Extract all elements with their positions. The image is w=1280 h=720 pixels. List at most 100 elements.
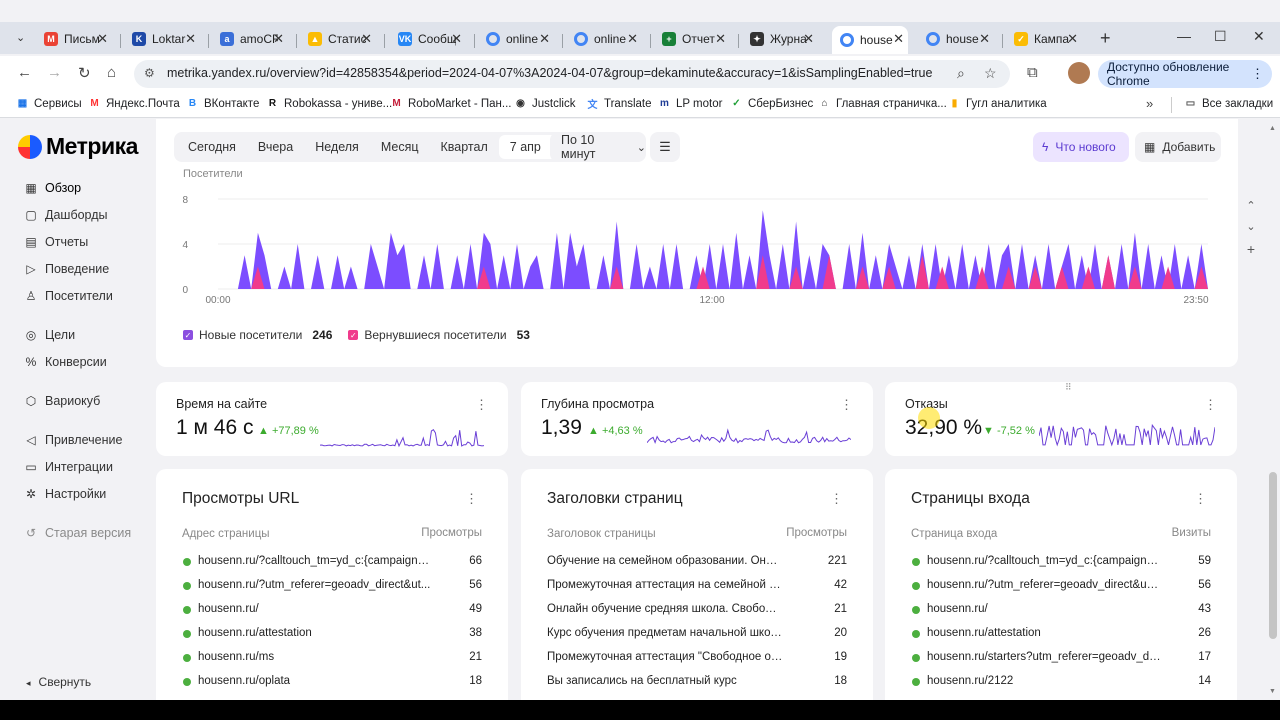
browser-tab[interactable]: VK Сообщ ✕ xyxy=(390,26,466,52)
table-row[interactable]: housenn.ru/?calltouch_tm=yd_c:{campaign_… xyxy=(911,553,1211,575)
more-options-icon[interactable]: ⋮ xyxy=(475,397,488,412)
more-options-icon[interactable]: ⋮ xyxy=(1194,491,1207,506)
browser-tab[interactable]: a amoCR ✕ xyxy=(212,26,288,52)
row-label[interactable]: housenn.ru/?utm_referer=geoadv_direct&ut… xyxy=(927,579,1161,591)
bookmark-item[interactable]: ▮ Гугл аналитика xyxy=(948,97,1047,110)
grouping-dropdown[interactable]: По 10 минут ⌄ xyxy=(550,132,646,162)
browser-tab[interactable]: ✓ Кампа ✕ xyxy=(1006,26,1082,52)
add-icon[interactable]: + xyxy=(1246,241,1256,257)
sidebar-item[interactable]: ✲ Настройки xyxy=(24,484,106,504)
browser-tab[interactable]: ✦ Журна ✕ xyxy=(742,26,818,52)
table-row[interactable]: housenn.ru/attestation 26 xyxy=(911,625,1211,647)
bookmark-item[interactable]: ▦ Сервисы xyxy=(16,97,82,110)
bookmark-item[interactable]: M Яндекс.Почта xyxy=(88,97,179,110)
bookmark-item[interactable]: R Robokassa - униве... xyxy=(266,97,392,110)
tab-close-icon[interactable]: ✕ xyxy=(803,31,814,46)
more-options-icon[interactable]: ⋮ xyxy=(1204,397,1217,412)
tab-close-icon[interactable]: ✕ xyxy=(97,31,108,46)
bookmark-item[interactable]: M RoboMarket - Пан... xyxy=(390,97,511,110)
more-options-icon[interactable]: ⋮ xyxy=(465,491,478,506)
sidebar-item[interactable]: ▢ Дашборды xyxy=(24,205,107,225)
period-button[interactable]: Вчера xyxy=(247,135,304,159)
bookmarks-overflow-icon[interactable]: » xyxy=(1146,96,1154,111)
tab-close-icon[interactable]: ✕ xyxy=(627,31,638,46)
metrika-logo[interactable]: Метрика xyxy=(18,133,138,160)
browser-tab[interactable]: house ✕ xyxy=(832,26,908,54)
page-scrollbar[interactable]: ▲ ▼ xyxy=(1266,119,1280,700)
more-options-icon[interactable]: ⋮ xyxy=(830,491,843,506)
collapse-sidebar-button[interactable]: ◂ Свернуть xyxy=(26,675,91,689)
address-bar[interactable]: ⚙ metrika.yandex.ru/overview?id=42858354… xyxy=(134,60,1010,88)
row-label[interactable]: housenn.ru/2122 xyxy=(927,675,1014,687)
sidebar-item[interactable]: ◎ Цели xyxy=(24,325,75,345)
table-row[interactable]: housenn.ru/starters?utm_referer=geoadv_d… xyxy=(911,649,1211,671)
whats-new-button[interactable]: ϟ Что нового xyxy=(1033,132,1129,162)
row-label[interactable]: Промежуточная аттестация "Свободное обра… xyxy=(547,651,783,663)
table-row[interactable]: Промежуточная аттестация "Свободное обра… xyxy=(547,649,847,671)
row-label[interactable]: housenn.ru/attestation xyxy=(198,627,312,639)
table-row[interactable]: housenn.ru/2122 14 xyxy=(911,673,1211,695)
sidebar-item[interactable]: ▭ Интеграции xyxy=(24,457,113,477)
tab-close-icon[interactable]: ✕ xyxy=(979,31,990,46)
sidebar-item[interactable]: % Конверсии xyxy=(24,352,107,372)
sidebar-item[interactable]: ▤ Отчеты xyxy=(24,232,88,252)
tab-close-icon[interactable]: ✕ xyxy=(361,31,372,46)
sidebar-item[interactable]: ◁ Привлечение xyxy=(24,430,122,450)
row-label[interactable]: Промежуточная аттестация на семейной фор… xyxy=(547,579,783,591)
tab-close-icon[interactable]: ✕ xyxy=(1067,31,1078,46)
url-text[interactable]: metrika.yandex.ru/overview?id=42858354&p… xyxy=(167,66,933,80)
profile-avatar[interactable] xyxy=(1068,62,1090,84)
bookmark-item[interactable]: B ВКонтакте xyxy=(186,97,259,110)
sidebar-item[interactable]: ↺ Старая версия xyxy=(24,523,131,543)
tab-close-icon[interactable]: ✕ xyxy=(451,31,462,46)
maximize-icon[interactable]: ☐ xyxy=(1214,28,1227,44)
scrollbar-down-arrow[interactable]: ▼ xyxy=(1269,688,1276,695)
period-button[interactable]: Квартал xyxy=(430,135,499,159)
period-button[interactable]: Сегодня xyxy=(177,135,247,159)
minimize-icon[interactable]: — xyxy=(1177,28,1191,44)
tab-close-icon[interactable]: ✕ xyxy=(185,31,196,46)
bookmark-item[interactable]: ◉ Justclick xyxy=(514,97,575,110)
close-window-icon[interactable]: ✕ xyxy=(1253,28,1265,44)
table-row[interactable]: Курс обучения предметам начальной школы:… xyxy=(547,625,847,647)
row-label[interactable]: Обучение на семейном образовании. Онлайн… xyxy=(547,555,783,567)
bookmark-item[interactable]: ✓ СберБизнес xyxy=(730,97,813,110)
sidebar-item[interactable]: ▦ Обзор xyxy=(24,178,81,198)
browser-tab[interactable]: + Отчет ✕ xyxy=(654,26,730,52)
home-icon[interactable]: ⌂ xyxy=(107,64,117,81)
browser-tab[interactable]: online ✕ xyxy=(478,26,554,52)
filters-button[interactable]: ☰ xyxy=(650,132,680,162)
row-label[interactable]: housenn.ru/ xyxy=(198,603,259,615)
bookmark-star-icon[interactable]: ☆ xyxy=(984,65,997,81)
table-row[interactable]: Обучение на семейном образовании. Онлайн… xyxy=(547,553,847,575)
sidebar-item[interactable]: ⬡ Вариокуб xyxy=(24,391,101,411)
tab-close-icon[interactable]: ✕ xyxy=(715,31,726,46)
search-icon[interactable]: ⌕ xyxy=(957,65,965,81)
sidebar-item[interactable]: ♙ Посетители xyxy=(24,286,113,306)
row-label[interactable]: housenn.ru/?utm_referer=geoadv_direct&ut… xyxy=(198,579,431,591)
all-bookmarks[interactable]: ▭ Все закладки xyxy=(1184,97,1273,110)
row-label[interactable]: Вы записались на бесплатный курс xyxy=(547,675,737,687)
back-arrow-icon[interactable]: ← xyxy=(17,64,32,81)
period-button[interactable]: Месяц xyxy=(370,135,430,159)
chrome-menu-icon[interactable]: ⋮ xyxy=(1251,66,1264,81)
row-label[interactable]: housenn.ru/?calltouch_tm=yd_c:{campaign_… xyxy=(198,555,432,567)
row-label[interactable]: Курс обучения предметам начальной школы:… xyxy=(547,627,783,639)
table-row[interactable]: housenn.ru/?utm_referer=geoadv_direct&ut… xyxy=(911,577,1211,599)
new-tab-button[interactable]: + xyxy=(1100,28,1111,48)
bookmark-item[interactable]: 文 Translate xyxy=(586,97,652,112)
legend-checkbox[interactable]: ✓ xyxy=(348,330,359,340)
sidebar-item[interactable]: ▷ Поведение xyxy=(24,259,109,279)
row-label[interactable]: housenn.ru/ms xyxy=(198,651,275,663)
scrollbar-thumb[interactable] xyxy=(1269,472,1277,639)
row-label[interactable]: housenn.ru/starters?utm_referer=geoadv_d… xyxy=(927,651,1161,663)
chrome-update-button[interactable]: Доступно обновление Chrome ⋮ xyxy=(1098,60,1272,88)
row-label[interactable]: housenn.ru/ xyxy=(927,603,988,615)
row-label[interactable]: housenn.ru/?calltouch_tm=yd_c:{campaign_… xyxy=(927,555,1161,567)
browser-tab[interactable]: ▲ Статис ✕ xyxy=(300,26,376,52)
scrollbar-up-arrow[interactable]: ▲ xyxy=(1269,125,1276,132)
tab-search-icon[interactable]: ⌄ xyxy=(16,32,26,44)
table-row[interactable]: housenn.ru/ms 21 xyxy=(182,649,482,671)
table-row[interactable]: Вы записались на бесплатный курс 18 xyxy=(547,673,847,695)
browser-tab[interactable]: K Loktar ✕ xyxy=(124,26,200,52)
